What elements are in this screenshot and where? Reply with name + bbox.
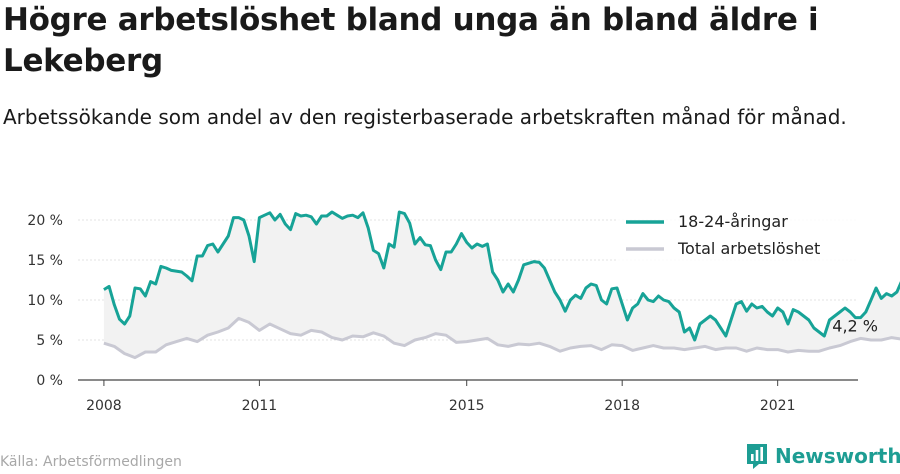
newsworthy-logo-icon — [747, 444, 767, 469]
x-tick-label: 2011 — [242, 398, 278, 414]
x-tick-label: 2008 — [86, 398, 122, 414]
series-line-total — [103, 316, 900, 360]
y-tick-label: 10 % — [27, 293, 63, 309]
brand-name: Newsworthy — [775, 444, 900, 468]
end-marks: 8,8 %4,6 %4,2 % — [832, 317, 878, 336]
series-layer — [103, 210, 900, 360]
chart-subtitle: Arbetssökande som andel av den registerb… — [3, 105, 847, 129]
brand-logo: Newsworthy — [745, 441, 900, 471]
y-tick-label: 5 % — [36, 333, 63, 349]
legend-background — [618, 208, 856, 264]
legend-label: Total arbetslöshet — [677, 239, 820, 258]
gap-label: 4,2 % — [832, 317, 878, 336]
y-tick-label: 20 % — [27, 213, 63, 229]
chart-title: Högre arbetslöshet bland unga än bland ä… — [3, 2, 819, 79]
gap-area — [103, 212, 900, 358]
x-tick-label: 2015 — [449, 398, 485, 414]
legend-label: 18-24-åringar — [678, 212, 788, 231]
axes: 0 % 5 % 10 % 15 % 20 % 2008 2011 2015 2018 2021 — [27, 213, 858, 414]
source-note: Källa: Arbetsförmedlingen — [0, 454, 182, 470]
x-tick-label: 2018 — [604, 398, 640, 414]
x-tick-label: 2021 — [760, 398, 796, 414]
legend: 18-24-åringar Total arbetslöshet — [618, 208, 856, 264]
series-line-youth — [103, 210, 900, 342]
y-tick-label: 15 % — [27, 253, 63, 269]
y-tick-label: 0 % — [36, 373, 63, 389]
